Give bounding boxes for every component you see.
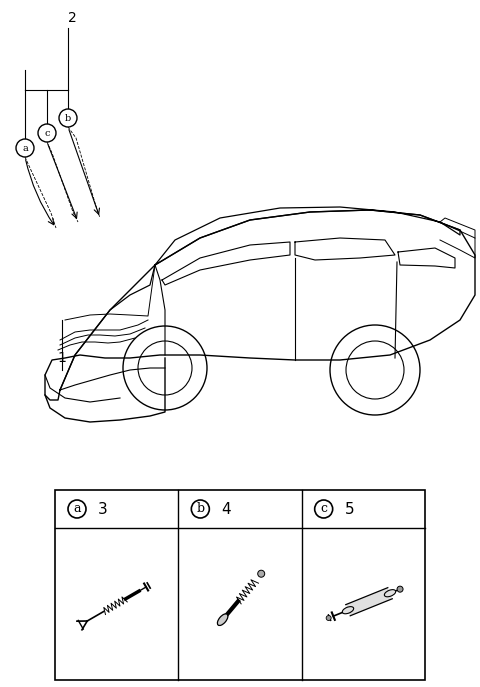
Ellipse shape — [342, 607, 354, 613]
Circle shape — [38, 124, 56, 142]
Text: 4: 4 — [222, 502, 231, 517]
Circle shape — [397, 586, 403, 592]
Circle shape — [68, 500, 86, 518]
Text: 1: 1 — [58, 351, 66, 365]
Circle shape — [16, 139, 34, 157]
Ellipse shape — [217, 614, 228, 625]
Circle shape — [326, 616, 331, 620]
Circle shape — [192, 500, 209, 518]
Text: b: b — [65, 113, 71, 122]
Text: 3: 3 — [98, 502, 108, 517]
Circle shape — [315, 500, 333, 518]
Circle shape — [258, 570, 264, 577]
Polygon shape — [346, 587, 392, 616]
Bar — [55, 490, 425, 680]
Text: b: b — [196, 502, 204, 515]
Ellipse shape — [384, 589, 396, 597]
Circle shape — [59, 109, 77, 127]
Text: 5: 5 — [345, 502, 354, 517]
Text: c: c — [320, 502, 327, 515]
Text: a: a — [73, 502, 81, 515]
Text: a: a — [22, 144, 28, 153]
Text: 2: 2 — [68, 11, 76, 25]
Text: c: c — [44, 128, 50, 137]
